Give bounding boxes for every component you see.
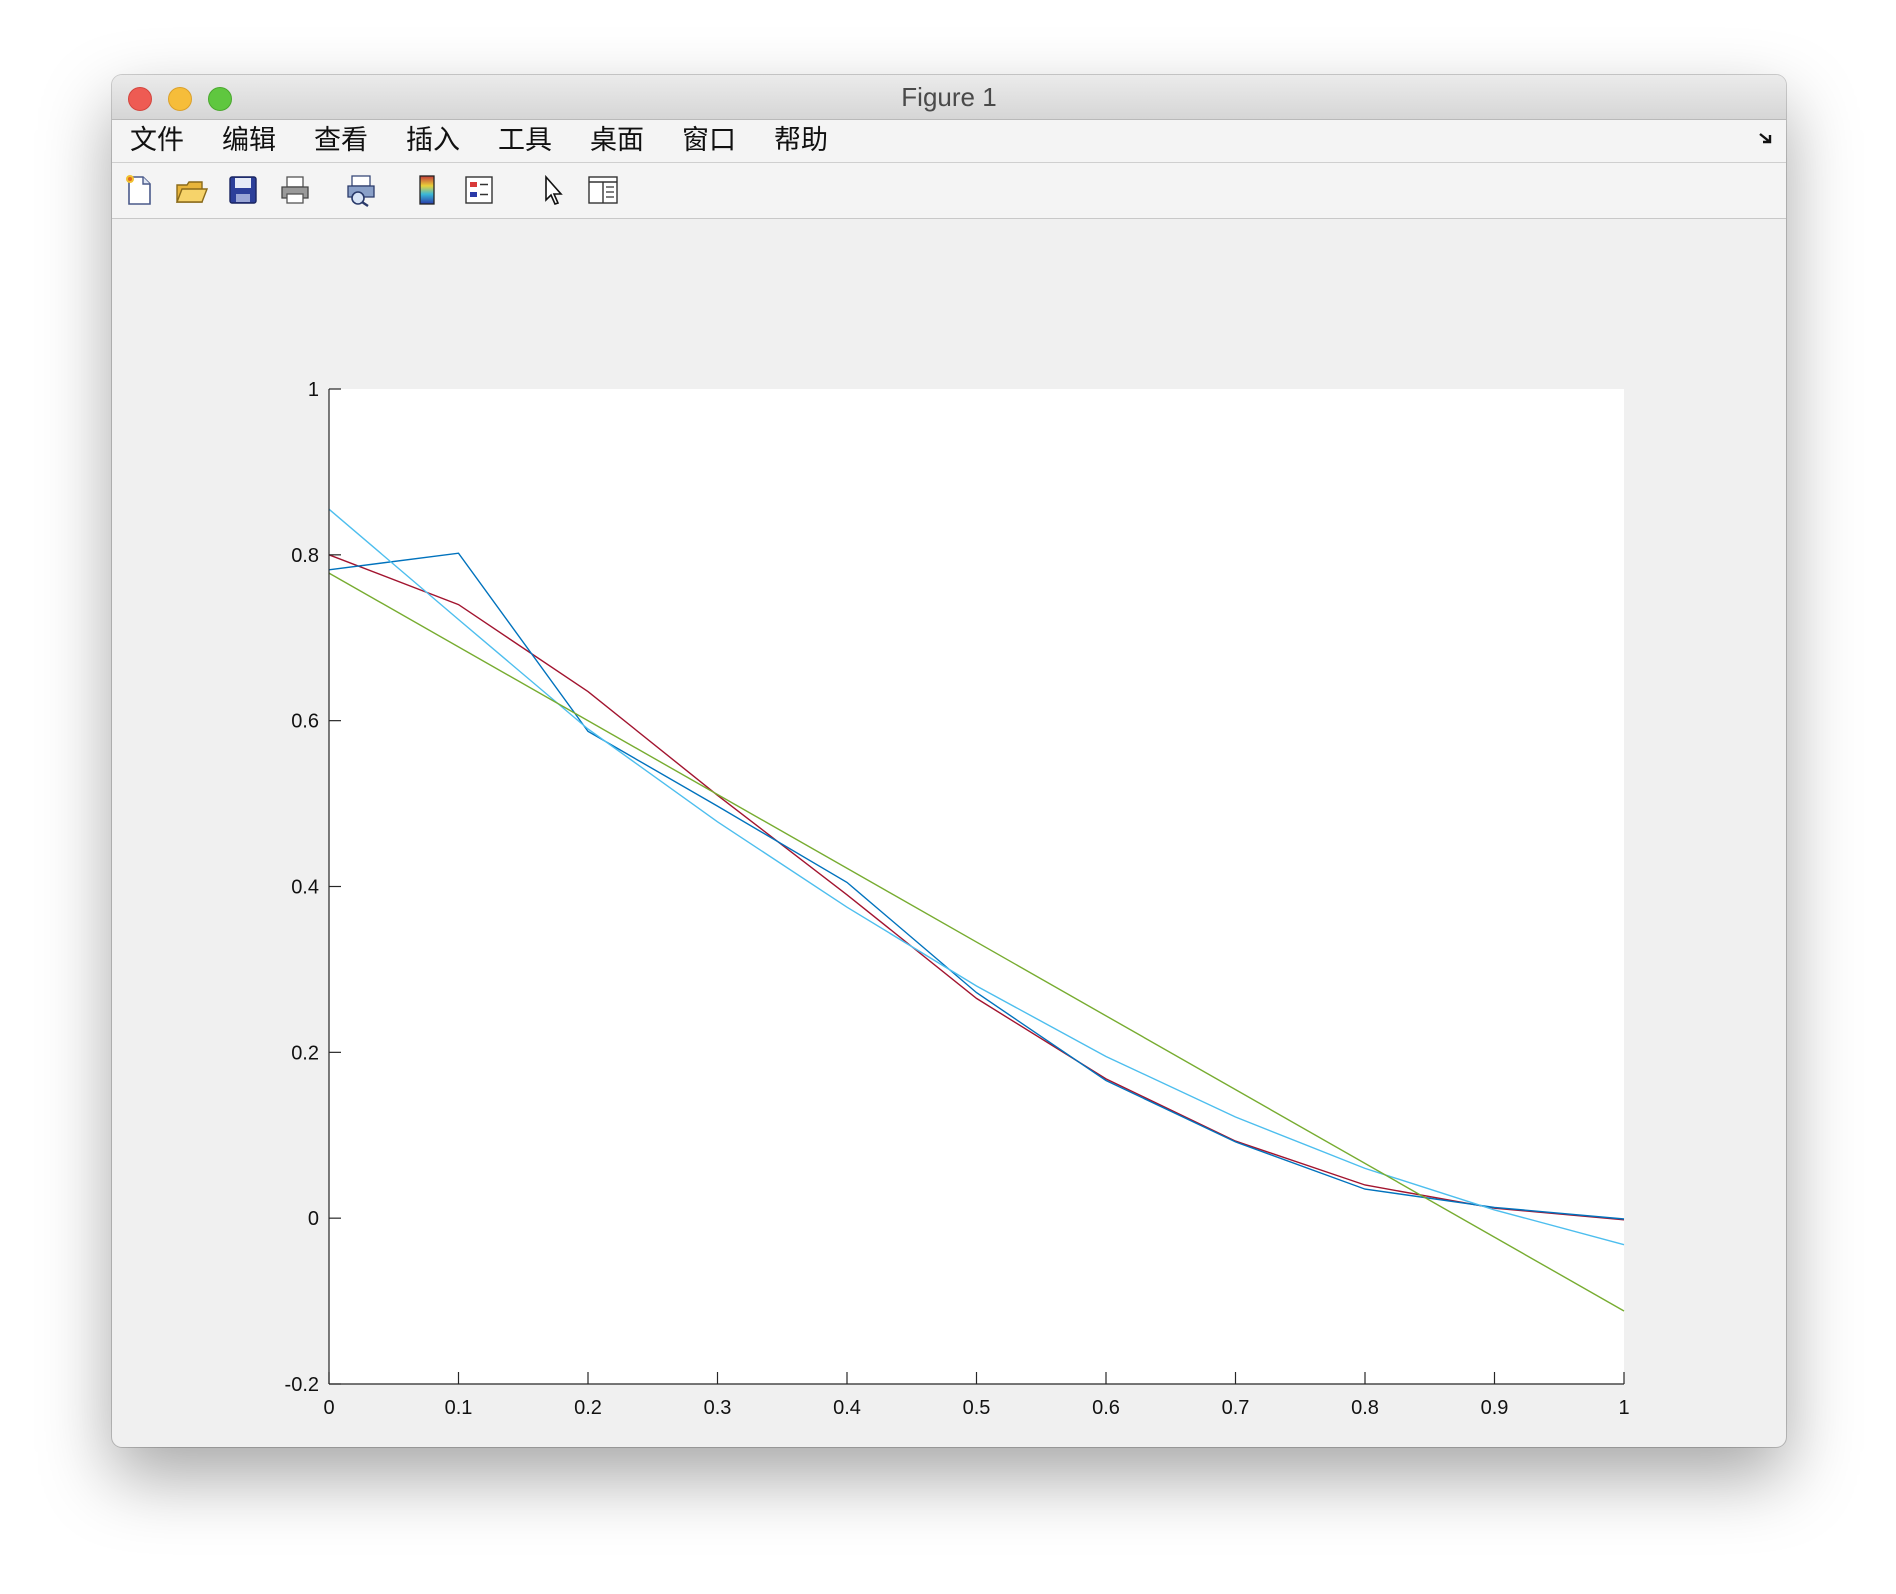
figure-window: Figure 1 文件 编辑 查看 插入 工具 桌面 窗口 帮助: [112, 75, 1786, 1447]
new-figure-icon[interactable]: [122, 173, 156, 207]
menu-edit[interactable]: 编辑: [222, 125, 276, 156]
menu-help[interactable]: 帮助: [774, 125, 828, 156]
menu-desktop[interactable]: 桌面: [590, 125, 644, 156]
y-tick-label: -0.2: [285, 1374, 319, 1396]
plot-area: 0 0.1 0.2 0.3 0.4 0.5 0.6 0.7 0.8 0.9 1 -0.2 0 0.2 0.4…: [112, 219, 1786, 1447]
print-preview-icon[interactable]: [344, 173, 378, 207]
toolbar: [112, 163, 1786, 219]
x-tick-label: 0.8: [1351, 1397, 1379, 1419]
y-tick-label: 0.4: [291, 877, 319, 899]
open-file-icon[interactable]: [174, 173, 208, 207]
x-tick-label: 0.7: [1222, 1397, 1250, 1419]
minimize-button[interactable]: [168, 87, 192, 111]
close-button[interactable]: [128, 87, 152, 111]
y-tick-label: 1: [308, 379, 319, 401]
print-icon[interactable]: [278, 173, 312, 207]
line-chart[interactable]: 0 0.1 0.2 0.3 0.4 0.5 0.6 0.7 0.8 0.9 1-0.200.20.4…: [112, 219, 1786, 1447]
pointer-icon[interactable]: [536, 173, 570, 207]
menu-file[interactable]: 文件: [130, 125, 184, 156]
x-tick-label: 0.4: [833, 1397, 861, 1419]
x-tick-label: 0.2: [574, 1397, 602, 1419]
x-tick-label: 0.3: [704, 1397, 732, 1419]
series-line-2[interactable]: [328, 552, 1625, 1220]
menu-view[interactable]: 查看: [314, 125, 368, 156]
x-tick-label: 0.9: [1481, 1397, 1509, 1419]
save-icon[interactable]: [226, 173, 260, 207]
title-bar[interactable]: Figure 1: [112, 75, 1786, 120]
x-tick-label: 0.5: [963, 1397, 991, 1419]
x-tick-label: 0.1: [445, 1397, 473, 1419]
y-tick-label: 0.2: [291, 1042, 319, 1064]
legend-icon[interactable]: [462, 173, 496, 207]
dock-arrow-icon[interactable]: [1756, 128, 1776, 148]
series-line-4[interactable]: [328, 572, 1625, 1312]
menu-insert[interactable]: 插入: [406, 125, 460, 156]
maximize-button[interactable]: [208, 87, 232, 111]
property-inspector-icon[interactable]: [586, 173, 620, 207]
series-line-1[interactable]: [328, 554, 1625, 1221]
y-tick-label: 0.6: [291, 711, 319, 733]
y-tick-label: 0: [308, 1208, 319, 1230]
menu-tools[interactable]: 工具: [498, 125, 552, 156]
x-tick-label: 0.6: [1092, 1397, 1120, 1419]
series-line-3[interactable]: [328, 508, 1625, 1246]
axis-layer: 0 0.1 0.2 0.3 0.4 0.5 0.6 0.7 0.8 0.9 1-0.200.20.4…: [285, 379, 1630, 1419]
y-tick-label: 0.8: [291, 545, 319, 567]
menu-window[interactable]: 窗口: [682, 125, 736, 156]
series-layer: [328, 508, 1625, 1312]
menu-bar: 文件 编辑 查看 插入 工具 桌面 窗口 帮助: [112, 120, 1786, 163]
x-tick-label: 0: [323, 1397, 334, 1419]
x-tick-label: 1: [1618, 1397, 1629, 1419]
window-title: Figure 1: [901, 82, 997, 112]
colorbar-icon[interactable]: [410, 173, 444, 207]
axes-background: [329, 389, 1624, 1384]
